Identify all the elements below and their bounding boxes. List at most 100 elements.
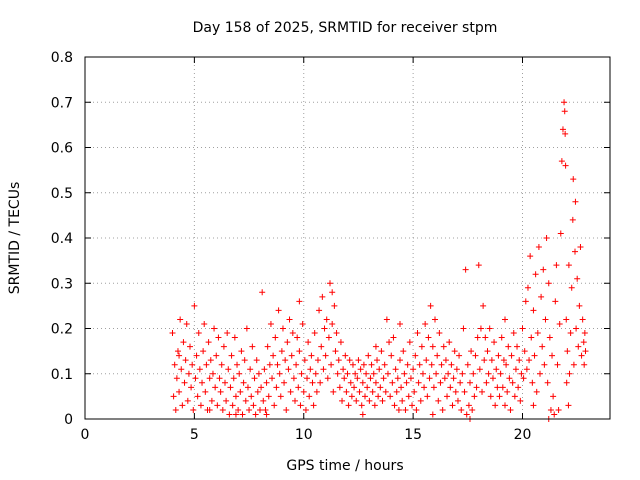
data-point [293,361,300,368]
data-point [192,375,199,382]
data-point [203,361,210,368]
data-point [324,375,331,382]
data-point [231,334,238,341]
x-tick-label: 5 [190,427,199,443]
data-point [530,307,537,314]
data-point [216,375,223,382]
data-point [206,406,213,413]
data-point [202,388,209,395]
data-point [359,379,366,386]
y-tick-label: 0.6 [51,141,73,157]
data-point [500,357,507,364]
data-point [232,411,239,418]
data-point [558,158,565,165]
data-point [278,348,285,355]
data-point [314,357,321,364]
data-point [565,402,572,409]
x-tick-label: 0 [81,427,90,443]
data-point [437,379,444,386]
data-point [323,316,330,323]
data-point [392,366,399,373]
data-point [530,402,537,409]
data-point [415,379,422,386]
data-point [376,366,383,373]
data-point [414,330,421,337]
data-point [502,402,508,409]
data-point [488,357,495,364]
data-point [378,348,385,355]
data-point [561,99,568,106]
data-point [188,384,195,391]
data-point [248,393,255,400]
data-point [320,366,327,373]
data-point [294,334,301,341]
data-point [506,375,513,382]
data-point [215,334,222,341]
data-point [357,366,364,373]
data-point [427,302,434,309]
y-tick-label: 0.3 [51,276,73,292]
x-tick-label: 20 [514,427,532,443]
data-point [442,357,449,364]
data-point [344,370,351,377]
data-point [532,271,539,278]
data-point [171,361,178,368]
data-point [311,330,318,337]
data-point [247,366,254,373]
data-point [366,397,373,404]
data-point [424,393,431,400]
data-point [504,388,511,395]
data-point [382,388,389,395]
data-point [430,384,437,391]
data-point [266,361,273,368]
x-axis-label: GPS time / hours [286,458,403,474]
data-point [370,370,377,377]
data-point [451,348,458,355]
data-point [549,352,556,359]
data-point [316,307,323,314]
data-point [503,361,510,368]
data-point [364,384,371,391]
data-point [562,162,569,169]
data-point [308,352,315,359]
data-point [514,343,521,350]
x-tick-label: 15 [404,427,422,443]
data-point [470,370,477,377]
data-point [176,388,183,395]
data-point [388,352,395,359]
data-point [330,388,337,395]
data-point [345,402,352,409]
data-point [340,366,347,373]
data-point [263,411,270,418]
data-point [176,352,183,359]
data-point [356,388,363,395]
data-point [189,361,196,368]
data-point [299,320,306,327]
data-point [362,393,368,400]
data-point [493,366,500,373]
data-point [398,384,405,391]
data-point [528,334,535,341]
data-point [459,370,466,377]
data-point [275,307,282,314]
data-point [195,330,202,337]
data-point [368,361,375,368]
data-point [223,397,230,404]
data-point [365,352,372,359]
data-point [346,357,353,364]
data-point [425,334,432,341]
data-point [537,370,543,377]
data-point [355,357,362,364]
data-point [352,370,359,377]
data-point [502,316,508,323]
data-point [286,316,293,323]
data-point [447,384,454,391]
data-point [232,393,239,400]
data-point [572,248,578,255]
data-point [434,352,441,359]
data-point [261,366,268,373]
data-point [440,343,447,350]
data-point [263,379,270,386]
data-point [292,397,298,404]
data-point [572,198,579,205]
